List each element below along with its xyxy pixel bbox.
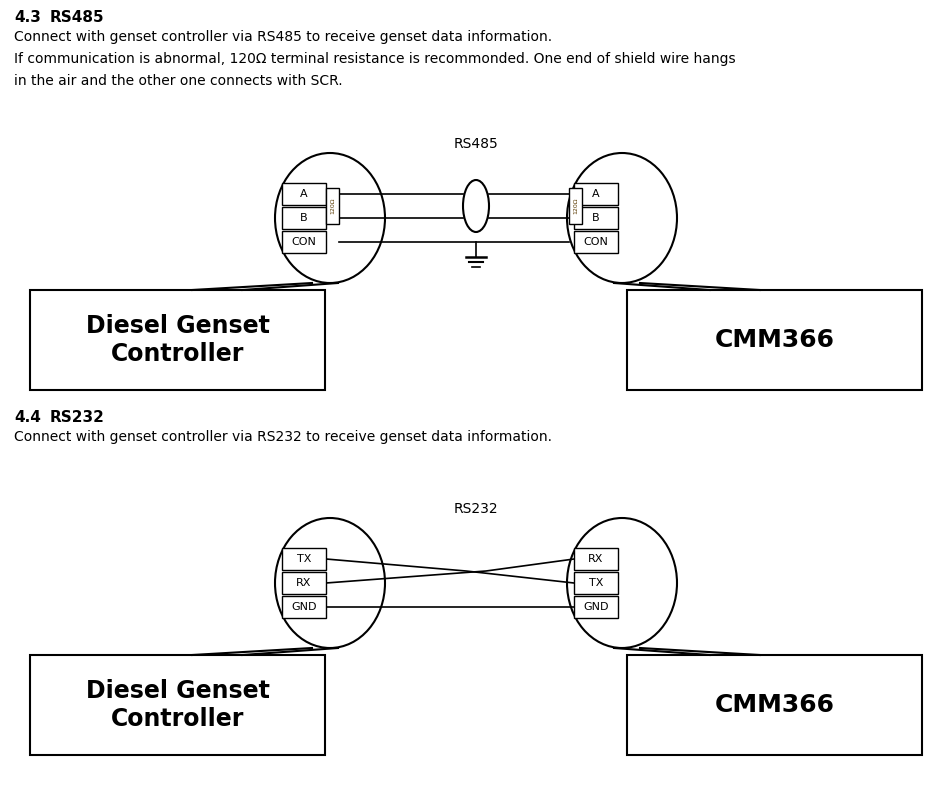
- Bar: [627, 290, 922, 390]
- Text: Diesel Genset
Controller: Diesel Genset Controller: [86, 314, 269, 366]
- Bar: [326, 188, 339, 224]
- Text: RS232: RS232: [454, 502, 498, 516]
- Bar: [627, 655, 922, 755]
- Text: Connect with genset controller via RS485 to receive genset data information.: Connect with genset controller via RS485…: [14, 30, 552, 44]
- Text: 120Ω: 120Ω: [330, 198, 335, 214]
- Text: B: B: [592, 213, 600, 223]
- Bar: [282, 572, 326, 594]
- Text: A: A: [300, 189, 307, 199]
- Text: Connect with genset controller via RS232 to receive genset data information.: Connect with genset controller via RS232…: [14, 430, 552, 444]
- Text: Diesel Genset
Controller: Diesel Genset Controller: [86, 679, 269, 731]
- Bar: [282, 596, 326, 618]
- Text: CMM366: CMM366: [715, 693, 835, 717]
- Bar: [282, 231, 326, 253]
- Text: in the air and the other one connects with SCR.: in the air and the other one connects wi…: [14, 74, 343, 88]
- Text: CON: CON: [291, 237, 316, 247]
- Text: RX: RX: [296, 578, 311, 588]
- Text: TX: TX: [589, 578, 604, 588]
- Text: RS485: RS485: [50, 10, 105, 25]
- Text: GND: GND: [291, 602, 317, 612]
- Bar: [574, 596, 618, 618]
- Bar: [282, 548, 326, 570]
- Bar: [574, 548, 618, 570]
- Bar: [569, 188, 582, 224]
- Text: RS232: RS232: [50, 410, 105, 425]
- Text: A: A: [592, 189, 600, 199]
- Text: CMM366: CMM366: [715, 328, 835, 352]
- Text: B: B: [300, 213, 307, 223]
- Bar: [574, 207, 618, 229]
- Bar: [30, 290, 325, 390]
- Text: RX: RX: [588, 554, 604, 564]
- Text: GND: GND: [584, 602, 608, 612]
- Bar: [574, 231, 618, 253]
- Text: 4.3: 4.3: [14, 10, 41, 25]
- Bar: [282, 207, 326, 229]
- Text: RS485: RS485: [453, 137, 499, 151]
- Text: If communication is abnormal, 120Ω terminal resistance is recommonded. One end o: If communication is abnormal, 120Ω termi…: [14, 52, 736, 66]
- Text: 120Ω: 120Ω: [573, 198, 578, 214]
- Bar: [282, 183, 326, 205]
- Bar: [574, 572, 618, 594]
- Bar: [30, 655, 325, 755]
- Text: CON: CON: [584, 237, 608, 247]
- Text: 4.4: 4.4: [14, 410, 41, 425]
- Text: TX: TX: [297, 554, 311, 564]
- Bar: [574, 183, 618, 205]
